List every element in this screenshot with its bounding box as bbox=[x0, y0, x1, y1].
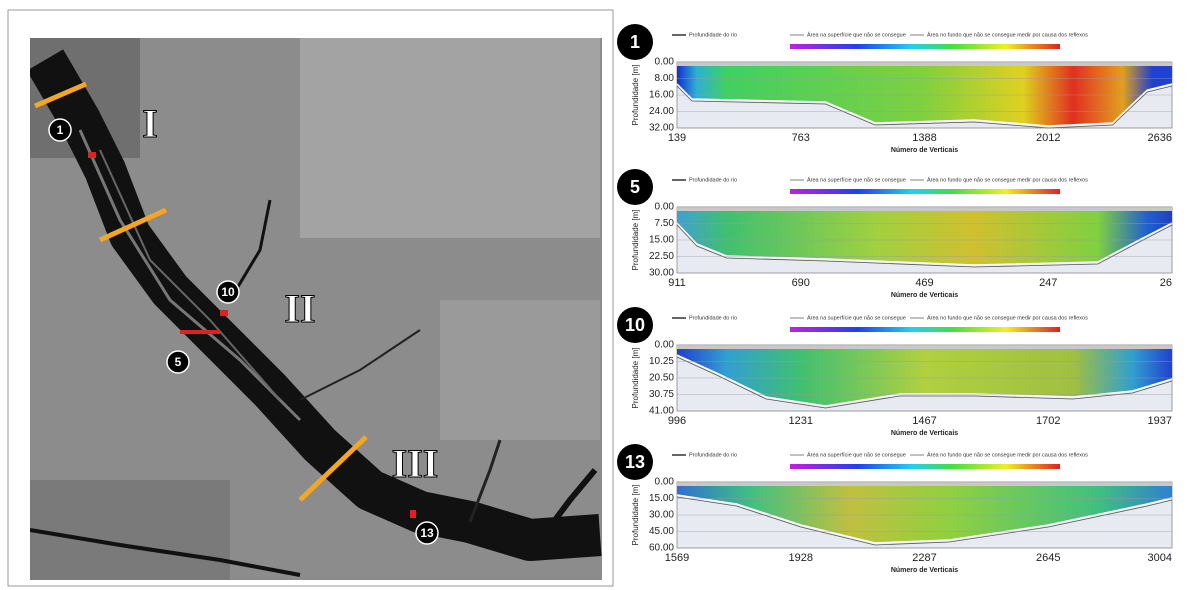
profile-number: 5 bbox=[630, 177, 640, 197]
x-tick-label: 2645 bbox=[1036, 552, 1060, 564]
legend-label: Profundidade do rio bbox=[689, 177, 737, 183]
x-tick-label: 996 bbox=[668, 415, 686, 427]
legend-label: Profundidade do rio bbox=[689, 315, 737, 321]
legend-label: Área na superfície que não se consegue bbox=[807, 176, 906, 183]
legend-label: Área na superfície que não se consegue bbox=[807, 451, 906, 458]
legend-label: Área no fundo que não se consegue medir … bbox=[927, 451, 1088, 458]
x-tick-label: 1388 bbox=[912, 132, 936, 144]
x-tick-label: 690 bbox=[792, 277, 810, 289]
x-tick-label: 247 bbox=[1039, 277, 1057, 289]
legend-label: Área no fundo que não se consegue medir … bbox=[927, 314, 1088, 321]
y-tick-label: 16.00 bbox=[649, 90, 674, 101]
y-tick-label: 15.00 bbox=[649, 235, 674, 246]
x-tick-label: 1702 bbox=[1036, 415, 1060, 427]
y-tick-label: 30.00 bbox=[649, 510, 674, 521]
profile-panel: 10 Profundidade do rio Área na superfície … bbox=[617, 307, 1172, 437]
colorbar bbox=[790, 189, 1060, 194]
x-axis-label: Número de Verticais bbox=[891, 147, 958, 154]
figure: 1 Profundidade do rio Área na superfície q… bbox=[0, 0, 1189, 590]
surface-band bbox=[677, 207, 1172, 211]
section-label: 13 bbox=[420, 526, 434, 540]
x-axis-label: Número de Verticais bbox=[891, 430, 958, 437]
y-axis-label: Profundidade [m] bbox=[631, 65, 640, 126]
y-axis-label: Profundidade [m] bbox=[631, 210, 640, 271]
x-axis-label: Número de Verticais bbox=[891, 292, 958, 299]
x-tick-label: 1928 bbox=[789, 552, 813, 564]
x-tick-label: 469 bbox=[915, 277, 933, 289]
y-tick-label: 45.00 bbox=[649, 526, 674, 537]
profile-number: 1 bbox=[630, 32, 640, 52]
y-tick-label: 7.50 bbox=[655, 218, 675, 229]
profile-number: 10 bbox=[625, 315, 645, 335]
y-tick-label: 15.00 bbox=[649, 493, 674, 504]
x-tick-label: 1569 bbox=[665, 552, 689, 564]
profile-panel: 1 Profundidade do rio Área na superfície q… bbox=[617, 24, 1172, 154]
y-tick-label: 0.00 bbox=[655, 202, 675, 213]
surface-band bbox=[677, 345, 1172, 349]
region-label: I bbox=[142, 101, 158, 146]
legend-label: Área no fundo que não se consegue medir … bbox=[927, 31, 1088, 38]
x-tick-label: 763 bbox=[792, 132, 810, 144]
map bbox=[30, 38, 602, 580]
x-tick-label: 2012 bbox=[1036, 132, 1060, 144]
x-tick-label: 1467 bbox=[912, 415, 936, 427]
profile-number: 13 bbox=[625, 452, 645, 472]
region-label: III bbox=[392, 441, 439, 486]
y-axis-label: Profundidade [m] bbox=[631, 485, 640, 546]
y-tick-label: 20.50 bbox=[649, 373, 674, 384]
x-tick-label: 1231 bbox=[789, 415, 813, 427]
legend-label: Área na superfície que não se consegue bbox=[807, 31, 906, 38]
section-label: 1 bbox=[57, 123, 64, 137]
x-tick-label: 139 bbox=[668, 132, 686, 144]
legend-label: Profundidade do rio bbox=[689, 452, 737, 458]
y-tick-label: 30.75 bbox=[649, 389, 674, 400]
y-tick-label: 22.50 bbox=[649, 251, 674, 262]
profile-panel: 13 Profundidade do rio Área na superfície … bbox=[617, 444, 1172, 574]
y-tick-label: 10.25 bbox=[649, 356, 674, 367]
surface-band bbox=[677, 62, 1172, 66]
colorbar bbox=[790, 464, 1060, 469]
x-tick-label: 1937 bbox=[1148, 415, 1172, 427]
profile-panel: 5 Profundidade do rio Área na superfície q… bbox=[617, 169, 1172, 299]
y-tick-label: 24.00 bbox=[649, 106, 674, 117]
y-tick-label: 0.00 bbox=[655, 57, 675, 68]
y-tick-label: 8.00 bbox=[655, 73, 675, 84]
surface-band bbox=[677, 482, 1172, 486]
y-tick-label: 0.00 bbox=[655, 477, 675, 488]
region-label: II bbox=[284, 286, 315, 331]
x-tick-label: 26 bbox=[1160, 277, 1172, 289]
legend-label: Área na superfície que não se consegue bbox=[807, 314, 906, 321]
x-tick-label: 2636 bbox=[1148, 132, 1172, 144]
x-tick-label: 2287 bbox=[912, 552, 936, 564]
x-axis-label: Número de Verticais bbox=[891, 567, 958, 574]
y-axis-label: Profundidade [m] bbox=[631, 348, 640, 409]
x-tick-label: 3004 bbox=[1148, 552, 1172, 564]
section-label: 5 bbox=[175, 355, 182, 369]
x-tick-label: 911 bbox=[668, 277, 686, 289]
legend-label: Profundidade do rio bbox=[689, 32, 737, 38]
colorbar bbox=[790, 44, 1060, 49]
y-tick-label: 0.00 bbox=[655, 340, 675, 351]
colorbar bbox=[790, 327, 1060, 332]
section-label: 10 bbox=[221, 285, 235, 299]
legend-label: Área no fundo que não se consegue medir … bbox=[927, 176, 1088, 183]
